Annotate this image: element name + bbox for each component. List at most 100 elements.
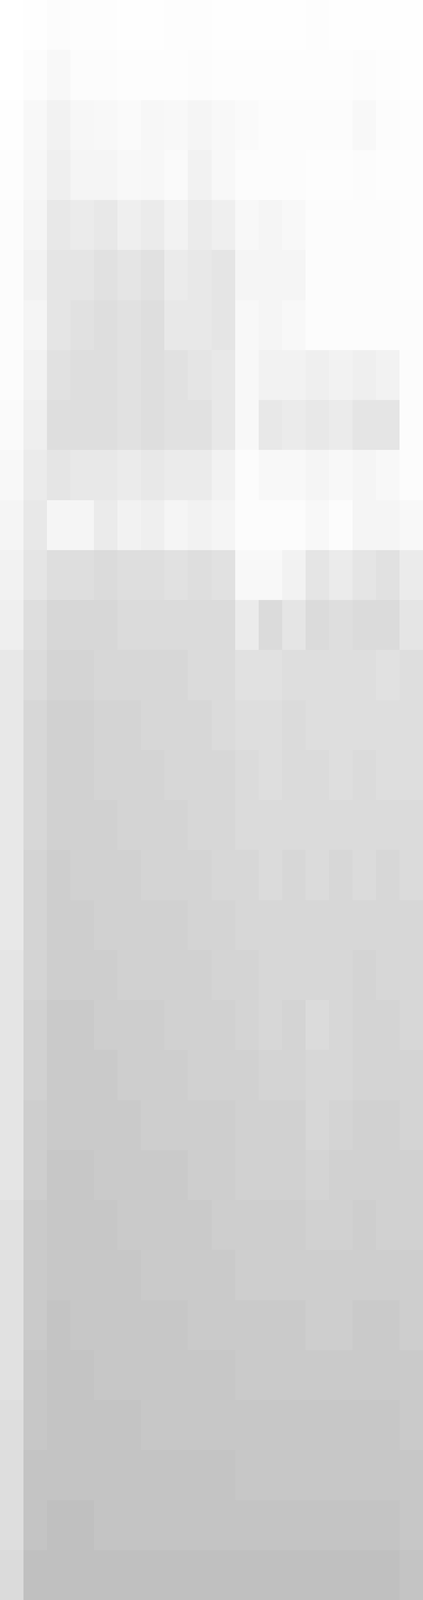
heatmap-cell — [0, 1349, 24, 1401]
heatmap-cell — [187, 949, 212, 1001]
heatmap-cell — [46, 300, 71, 351]
heatmap-cell — [117, 1300, 142, 1351]
heatmap-cell — [258, 249, 283, 301]
heatmap-cell — [187, 399, 212, 451]
heatmap-cell — [187, 900, 212, 951]
heatmap-cell — [399, 550, 423, 601]
heatmap-cell — [282, 1049, 307, 1101]
heatmap-cell — [305, 649, 330, 701]
heatmap-cell — [258, 449, 283, 501]
heatmap-cell — [187, 599, 212, 651]
heatmap-cell — [93, 49, 118, 101]
heatmap-cell — [399, 1300, 423, 1351]
heatmap-cell — [70, 100, 95, 151]
heatmap-cell — [399, 1199, 423, 1251]
heatmap-cell — [70, 500, 95, 551]
heatmap-cell — [305, 399, 330, 451]
heatmap-cell — [70, 700, 95, 751]
heatmap-cell — [376, 0, 400, 51]
heatmap-cell — [187, 0, 212, 51]
heatmap-cell — [0, 1049, 24, 1101]
heatmap-cell — [0, 249, 24, 301]
heatmap-cell — [282, 0, 307, 51]
heatmap-cell — [352, 1149, 377, 1201]
heatmap-cell — [117, 599, 142, 651]
heatmap-cell — [282, 1349, 307, 1401]
heatmap-cell — [282, 799, 307, 851]
heatmap-cell — [235, 1199, 260, 1251]
heatmap-cells — [0, 0, 423, 1600]
heatmap-cell — [399, 150, 423, 201]
heatmap-cell — [23, 1349, 48, 1401]
heatmap-cell — [23, 100, 48, 151]
heatmap-cell — [187, 49, 212, 101]
heatmap-cell — [211, 1349, 236, 1401]
heatmap-cell — [23, 999, 48, 1051]
heatmap-cell — [211, 1300, 236, 1351]
heatmap-cell — [164, 300, 189, 351]
heatmap-cell — [23, 1449, 48, 1500]
heatmap-cell — [187, 1300, 212, 1351]
heatmap-cell — [399, 1249, 423, 1301]
heatmap-cell — [329, 1049, 353, 1101]
heatmap-cell — [140, 350, 165, 401]
heatmap-cell — [93, 150, 118, 201]
heatmap-cell — [140, 1549, 165, 1600]
heatmap-cell — [23, 1199, 48, 1251]
heatmap-cell — [164, 399, 189, 451]
heatmap-cell — [211, 1449, 236, 1500]
heatmap-cell — [46, 199, 71, 251]
heatmap-cell — [352, 49, 377, 101]
heatmap-cell — [117, 1149, 142, 1201]
heatmap-cell — [23, 550, 48, 601]
heatmap-cell — [140, 1049, 165, 1101]
heatmap-cell — [140, 749, 165, 801]
heatmap-cell — [140, 1249, 165, 1301]
heatmap-cell — [352, 799, 377, 851]
heatmap-cell — [0, 999, 24, 1051]
heatmap-cell — [305, 500, 330, 551]
heatmap-cell — [305, 49, 330, 101]
heatmap-cell — [23, 1499, 48, 1551]
heatmap-cell — [70, 1249, 95, 1301]
heatmap-cell — [211, 1249, 236, 1301]
heatmap-cell — [117, 1249, 142, 1301]
heatmap-cell — [23, 1049, 48, 1101]
heatmap-cell — [235, 550, 260, 601]
heatmap-cell — [93, 0, 118, 51]
heatmap-cell — [164, 1049, 189, 1101]
heatmap-cell — [164, 100, 189, 151]
heatmap-cell — [282, 1100, 307, 1151]
heatmap-cell — [164, 949, 189, 1001]
heatmap-cell — [70, 900, 95, 951]
heatmap-cell — [352, 0, 377, 51]
heatmap-cell — [235, 199, 260, 251]
heatmap-cell — [187, 300, 212, 351]
heatmap-cell — [399, 1549, 423, 1600]
heatmap-cell — [93, 1549, 118, 1600]
heatmap-cell — [187, 1199, 212, 1251]
heatmap-cell — [140, 949, 165, 1001]
heatmap-cell — [93, 649, 118, 701]
heatmap-cell — [117, 49, 142, 101]
heatmap-cell — [46, 700, 71, 751]
heatmap-cell — [93, 1300, 118, 1351]
heatmap-cell — [352, 300, 377, 351]
heatmap-cell — [46, 649, 71, 701]
heatmap-cell — [329, 649, 353, 701]
heatmap-cell — [23, 1399, 48, 1451]
heatmap-cell — [46, 399, 71, 451]
heatmap-cell — [140, 1449, 165, 1500]
heatmap-cell — [93, 300, 118, 351]
heatmap-cell — [282, 700, 307, 751]
heatmap-cell — [235, 100, 260, 151]
heatmap-cell — [23, 749, 48, 801]
heatmap-cell — [352, 1249, 377, 1301]
heatmap-cell — [0, 1249, 24, 1301]
heatmap-cell — [211, 0, 236, 51]
heatmap-cell — [93, 1049, 118, 1101]
heatmap-cell — [46, 350, 71, 401]
heatmap-cell — [164, 550, 189, 601]
heatmap-cell — [46, 949, 71, 1001]
heatmap-cell — [399, 399, 423, 451]
